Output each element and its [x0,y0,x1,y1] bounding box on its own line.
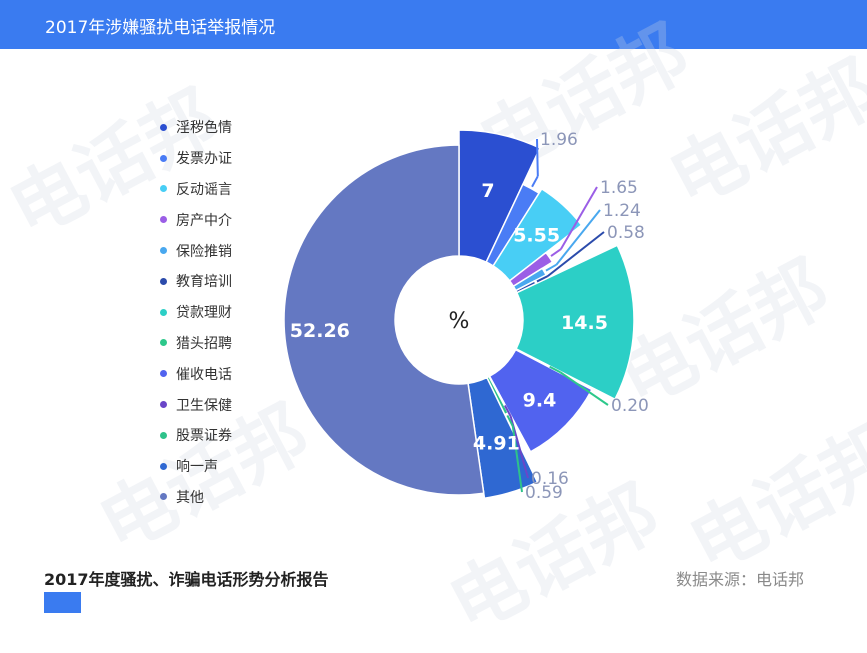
donut-hole [395,256,523,384]
legend-label: 发票办证 [176,151,232,168]
legend-swatch [160,308,167,316]
legend-label: 教育培训 [176,274,232,291]
leader-line [511,426,523,493]
legend-item[interactable]: 催收电话 [160,358,232,389]
footer-accent-bar [44,592,81,613]
data-source: 数据来源：电话邦 [676,570,805,589]
legend-item[interactable]: 房产中介 [160,204,232,235]
data-label: 1.24 [603,201,641,221]
page-title: 2017年涉嫌骚扰电话举报情况 [45,18,276,38]
leader-line [545,263,557,272]
legend-label: 股票证券 [176,428,232,445]
header-bar: 2017年涉嫌骚扰电话举报情况 [0,0,867,49]
legend-item[interactable]: 贷款理财 [160,297,232,328]
legend-item[interactable]: 反动谣言 [160,174,232,205]
leader-line [559,371,609,406]
legend-item[interactable]: 其他 [160,482,232,513]
legend-label: 催收电话 [176,366,232,383]
legend-label: 卫生保健 [176,397,232,414]
legend-swatch [160,493,167,501]
leader-line [506,414,514,427]
legend-swatch [160,154,167,162]
leader-line [536,275,549,283]
legend-item[interactable]: 响一声 [160,451,232,482]
data-label: 9.4 [523,389,557,411]
data-label: 7 [481,180,494,202]
legend-swatch [160,216,167,224]
data-label: 0.16 [531,469,569,489]
legend-item[interactable]: 卫生保健 [160,389,232,420]
legend-label: 响一声 [176,459,218,476]
leader-line [549,365,561,374]
leader-line [531,175,539,188]
leader-line [536,138,539,177]
legend-swatch [160,123,167,131]
leader-line [503,404,512,417]
legend-swatch [160,431,167,439]
legend-swatch [160,247,167,255]
legend-label: 淫秽色情 [176,120,232,137]
leader-line [547,231,605,277]
data-label: 0.58 [607,223,645,243]
legend-label: 房产中介 [176,212,232,229]
legend-item[interactable]: 股票证券 [160,420,232,451]
data-label: 1.96 [540,130,578,150]
legend-item[interactable]: 发票办证 [160,143,232,174]
chart-legend: 淫秽色情发票办证反动谣言房产中介保险推销教育培训贷款理财猎头招聘催收电话卫生保健… [160,112,232,512]
legend-item[interactable]: 猎头招聘 [160,328,232,359]
data-label: 4.91 [473,432,520,454]
data-label: 0.59 [525,483,563,503]
leader-line [559,186,598,250]
leader-line [550,248,562,257]
legend-item[interactable]: 淫秽色情 [160,112,232,143]
report-title: 2017年度骚扰、诈骗电话形势分析报告 [44,570,329,589]
legend-swatch [160,401,167,409]
legend-swatch [160,370,167,378]
legend-swatch [160,462,167,470]
legend-label: 猎头招聘 [176,335,232,352]
data-label: 14.5 [561,312,608,334]
data-label: 5.55 [513,225,560,247]
data-label: 0.20 [611,396,649,416]
data-label: 1.65 [600,178,638,198]
legend-label: 其他 [176,489,204,506]
data-label: 52.26 [290,320,350,342]
legend-item[interactable]: 教育培训 [160,266,232,297]
legend-label: 反动谣言 [176,181,232,198]
pie-chart: % 7 1.96 5.55 1.65 1.240.58 14.5 0.20 9.4 0.160.5… [283,129,649,503]
legend-item[interactable]: 保险推销 [160,235,232,266]
leader-line [555,209,601,266]
legend-swatch [160,185,167,193]
legend-swatch [160,277,167,285]
legend-swatch [160,339,167,347]
center-label: % [449,309,470,334]
legend-label: 贷款理财 [176,305,232,322]
legend-label: 保险推销 [176,243,232,260]
